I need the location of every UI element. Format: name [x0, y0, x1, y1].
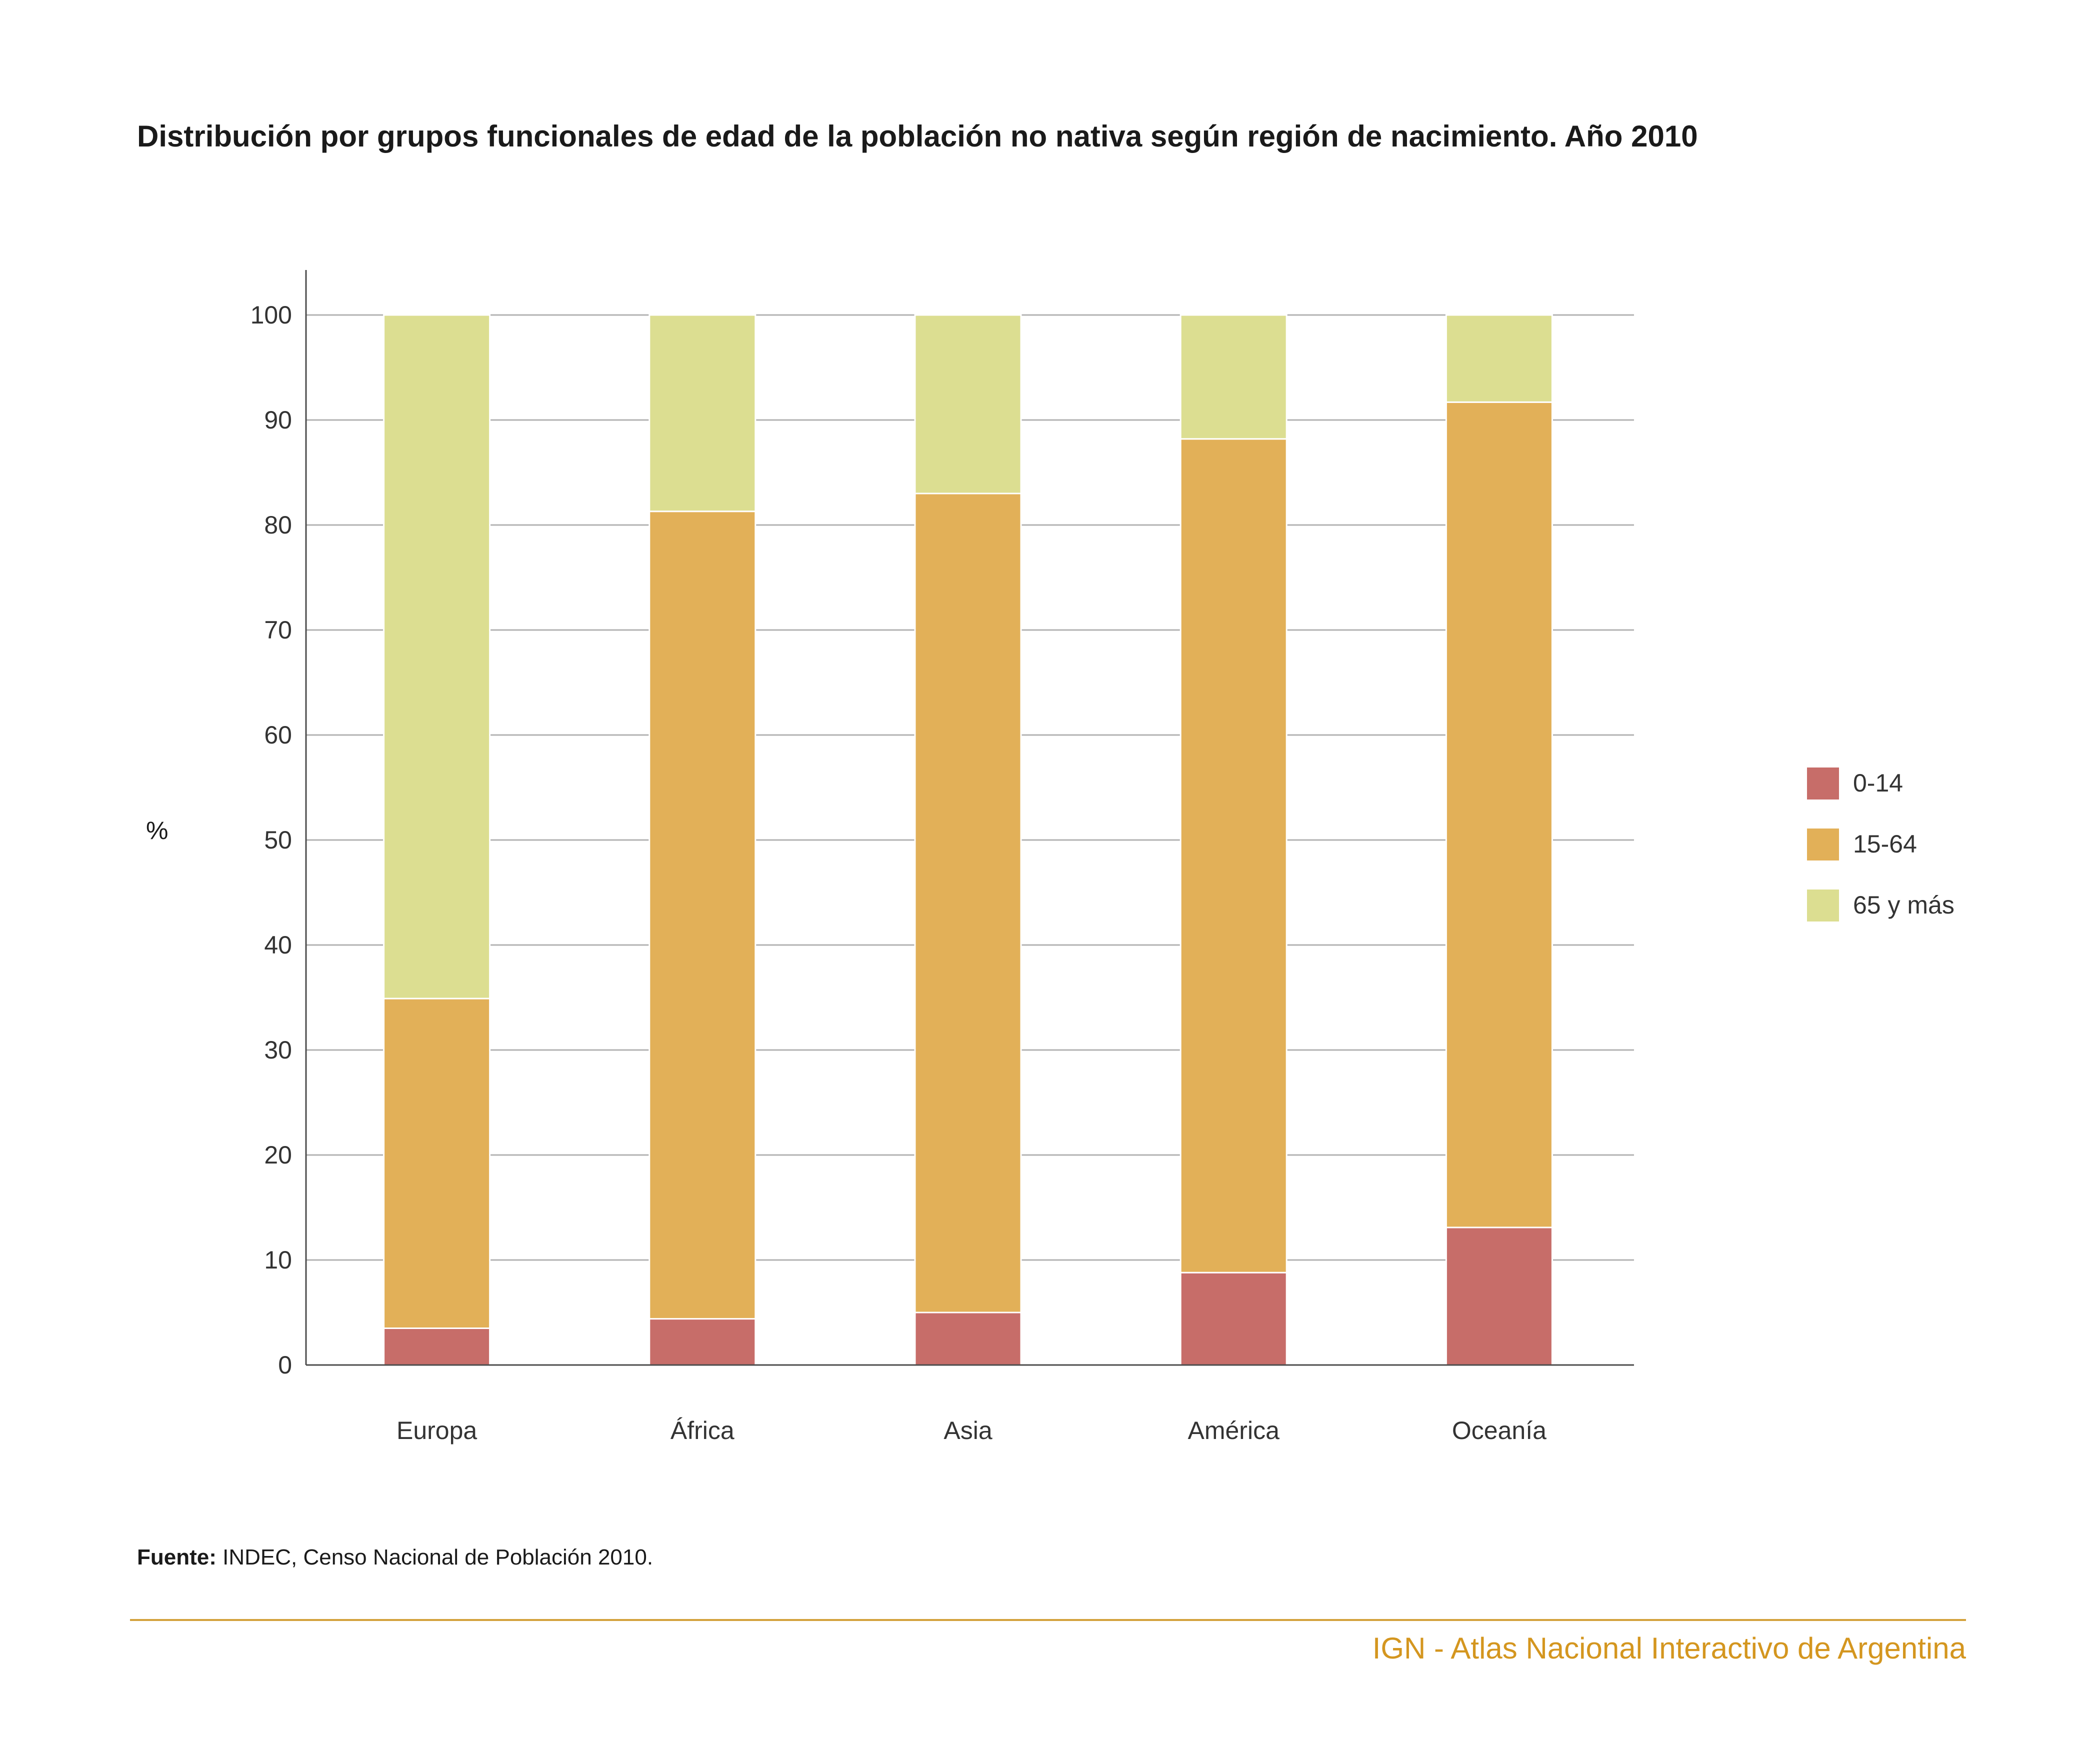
- source-label: Fuente:: [137, 1545, 216, 1570]
- bar-Asia-65 y más: [914, 314, 1022, 494]
- x-tick-label-1: África: [670, 1416, 734, 1444]
- axes: [305, 270, 1634, 1366]
- x-tick-label-2: Asia: [944, 1416, 992, 1444]
- y-tick-label-50: 50: [264, 826, 292, 854]
- bar-Oceanía-65 y más: [1445, 314, 1553, 403]
- x-tick-label-4: Oceanía: [1452, 1416, 1546, 1444]
- legend-label-0: 0-14: [1853, 769, 1903, 797]
- bars: [383, 314, 1553, 1366]
- y-tick-label-30: 30: [264, 1036, 292, 1064]
- footer-divider: [130, 1619, 1966, 1621]
- y-tick-label-80: 80: [264, 511, 292, 539]
- source-note: Fuente: INDEC, Censo Nacional de Poblaci…: [137, 1545, 653, 1570]
- y-tick-label-10: 10: [264, 1246, 292, 1274]
- x-tick-label-0: Europa: [396, 1416, 477, 1444]
- y-tick-label-90: 90: [264, 406, 292, 434]
- legend-swatch-1: [1807, 828, 1839, 860]
- bar-Europa-15-64: [383, 998, 491, 1329]
- bar-América-65 y más: [1180, 314, 1288, 440]
- bar-África-65 y más: [648, 314, 756, 512]
- bar-América-15-64: [1180, 438, 1288, 1274]
- source-text: INDEC, Censo Nacional de Población 2010.: [216, 1545, 654, 1570]
- legend-label-1: 15-64: [1853, 830, 1917, 858]
- legend-swatch-0: [1807, 768, 1839, 800]
- y-axis-label: %: [146, 816, 168, 844]
- x-axis-labels: Europa África Asia América Oceanía: [396, 1416, 1546, 1444]
- y-tick-label-100: 100: [250, 301, 292, 329]
- bar-América-0-14: [1180, 1272, 1288, 1366]
- bar-Asia-0-14: [914, 1312, 1022, 1366]
- y-tick-label-0: 0: [278, 1351, 292, 1379]
- y-tick-label-70: 70: [264, 616, 292, 644]
- legend: 0-14 15-64 65 y más: [1807, 768, 1954, 922]
- bar-Oceanía-15-64: [1445, 401, 1553, 1228]
- legend-swatch-2: [1807, 890, 1839, 922]
- bar-Europa-0-14: [383, 1328, 491, 1366]
- footer-brand: IGN - Atlas Nacional Interactivo de Arge…: [1372, 1632, 1966, 1665]
- bar-Europa-65 y más: [383, 314, 491, 1000]
- y-axis-ticks: 0 10 20 30 40 50 60 70 80 90 100: [250, 301, 292, 1379]
- x-tick-label-3: América: [1188, 1416, 1280, 1444]
- y-tick-label-20: 20: [264, 1141, 292, 1169]
- y-tick-label-60: 60: [264, 721, 292, 749]
- legend-label-2: 65 y más: [1853, 891, 1954, 919]
- bar-Oceanía-0-14: [1445, 1226, 1553, 1366]
- bar-Asia-15-64: [914, 492, 1022, 1314]
- bar-África-0-14: [648, 1318, 756, 1366]
- bar-África-15-64: [648, 510, 756, 1320]
- y-tick-label-40: 40: [264, 931, 292, 959]
- chart-title: Distribución por grupos funcionales de e…: [137, 120, 1698, 153]
